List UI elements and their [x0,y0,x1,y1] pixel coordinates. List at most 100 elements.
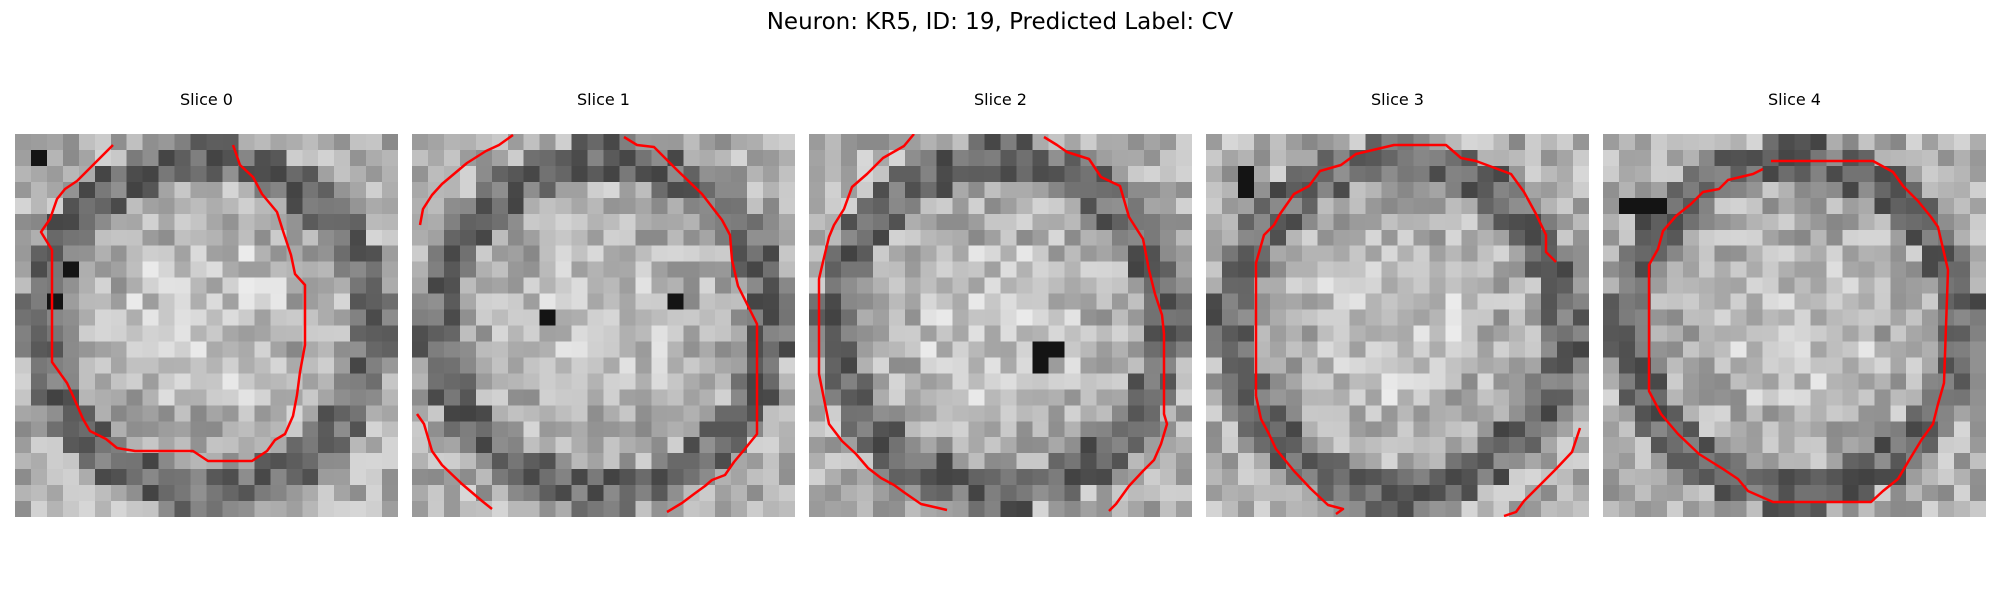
pixel-cell [1730,501,1748,517]
pixel-cell [1381,309,1399,327]
pixel-cell [1206,149,1223,167]
pixel-cell [699,293,716,311]
pixel-cell [539,373,557,390]
pixel-cell [1650,277,1668,295]
pixel-cell [1253,293,1271,311]
pixel-cell [1509,309,1526,327]
pixel-cell [1714,245,1732,263]
pixel-cell [571,213,589,231]
pixel-cell [206,261,224,279]
pixel-cell [1477,325,1494,343]
pixel-cell [571,325,589,343]
pixel-cell [1938,357,1955,374]
pixel-cell [587,149,605,167]
pixel-cell [302,165,319,183]
pixel-cell [1826,405,1843,422]
pixel-cell [1397,389,1415,406]
pixel-cell [1634,229,1652,247]
pixel-cell [1477,341,1494,359]
pixel-cell [809,181,826,199]
pixel-cell [1603,437,1620,454]
pixel-cell [920,389,938,406]
pixel-cell [1365,485,1383,502]
pixel-cell [302,405,319,422]
pixel-cell [1634,213,1652,231]
pixel-cell [763,437,780,454]
pixel-cell [78,165,96,183]
pixel-cell [747,469,764,486]
pixel-cell [158,165,176,183]
pixel-cell [350,181,367,199]
pixel-cell [840,277,858,295]
pixel-cell [270,437,287,454]
pixel-cell [1429,405,1446,422]
pixel-cell [1954,453,1971,470]
pixel-cell [1080,389,1097,406]
pixel-cell [635,325,652,343]
pixel-cell [715,357,732,374]
pixel-cell [222,469,240,486]
pixel-cell [1381,485,1399,502]
pixel-cell [1000,389,1018,406]
pixel-cell [190,469,208,486]
pixel-cell [1206,293,1223,311]
pixel-cell [1064,421,1081,438]
pixel-cell [174,293,192,311]
pixel-cell [1858,309,1875,327]
pixel-cell [1413,341,1431,359]
pixel-cell [856,453,874,470]
pixel-cell [1429,469,1446,486]
pixel-cell [1365,389,1383,406]
pixel-cell [1938,453,1955,470]
pixel-cell [555,149,573,167]
pixel-cell [1160,469,1177,486]
pixel-cell [1365,469,1383,486]
pixel-cell [254,229,271,247]
pixel-cell [571,485,589,502]
pixel-cell [238,165,255,183]
pixel-cell [1858,341,1875,359]
pixel-cell [78,357,96,374]
pixel-cell [699,134,716,151]
pixel-cell [731,165,748,183]
pixel-cell [539,437,557,454]
pixel-cell [1746,373,1764,390]
pixel-cell [412,277,429,295]
pixel-cell [1890,134,1907,151]
pixel-cell [1810,134,1828,151]
pixel-cell [1048,229,1065,247]
pixel-cell [1301,469,1319,486]
pixel-cell [731,453,748,470]
pixel-cell [302,421,319,438]
pixel-cell [571,261,589,279]
pixel-cell [206,309,224,327]
pixel-cell [1541,469,1558,486]
pixel-cell [94,181,112,199]
pixel-cell [1000,277,1018,295]
pixel-cell [715,293,732,311]
pixel-cell [318,325,335,343]
pixel-cell [1573,389,1589,406]
pixel-cell [1922,165,1939,183]
pixel-cell [334,341,351,359]
pixel-cell [555,469,573,486]
pixel-cell [1176,309,1192,327]
pixel-cell [952,437,970,454]
pixel-cell [683,245,700,263]
pixel-cell [270,134,287,151]
pixel-cell [1954,229,1971,247]
pixel-cell [763,373,780,390]
pixel-cell [1922,325,1939,343]
pixel-cell [15,469,32,486]
pixel-cell [888,213,906,231]
pixel-cell [491,213,509,231]
pixel-cell [1650,165,1668,183]
pixel-cell [318,197,335,215]
pixel-cell [1317,181,1335,199]
pixel-cell [1762,293,1780,311]
pixel-cell [1970,197,1986,215]
pixel-cell [1650,341,1668,359]
pixel-cell [1557,134,1574,151]
pixel-cell [1603,453,1620,470]
contour-line [1254,143,1557,396]
